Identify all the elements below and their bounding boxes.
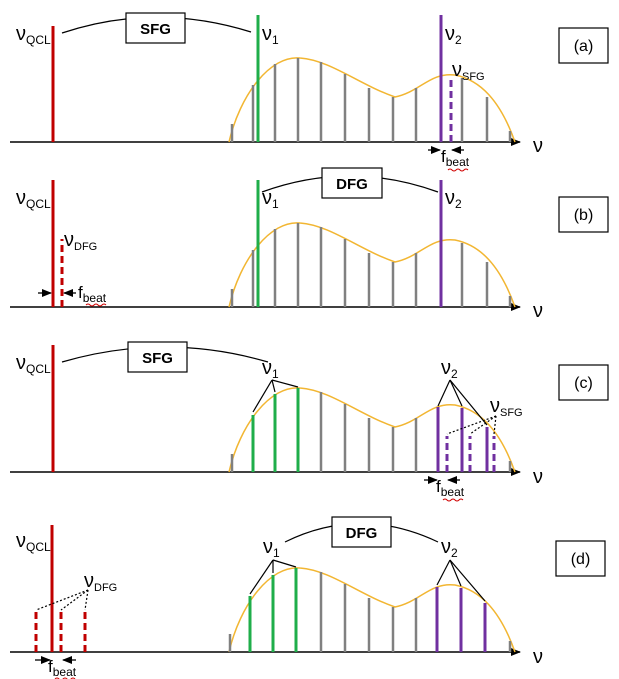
nu2-lines <box>436 407 489 472</box>
process-box <box>125 12 186 44</box>
panel-d: ν νQCL νDFG <box>10 516 606 679</box>
process-label: DFG <box>336 176 368 193</box>
gain-envelope <box>228 567 516 653</box>
panel-tag: (a) <box>574 38 594 55</box>
gain-envelope <box>228 387 516 473</box>
axis-label: ν <box>533 466 543 488</box>
nu-sfg-label: νSFG <box>452 59 485 83</box>
f-beat-label: fbeat <box>78 283 107 305</box>
nu-dfg-label: νDFG <box>84 570 117 594</box>
process-label: SFG <box>140 21 171 38</box>
panel-c: ν νQCL ν1 <box>10 341 609 502</box>
process-box <box>127 341 188 373</box>
panel-tag: (b) <box>574 207 594 224</box>
qcl-label: νQCL <box>16 530 51 554</box>
comb-lines <box>230 58 512 142</box>
nu2-label: ν2 <box>441 536 458 560</box>
nu1-label: ν1 <box>263 536 280 560</box>
nu-sfg-label: νSFG <box>490 395 523 419</box>
qcl-label: νQCL <box>16 23 51 47</box>
nu-dfg-label: νDFG <box>64 229 97 253</box>
nu2-label: ν2 <box>445 23 462 47</box>
f-beat-label: fbeat <box>441 147 470 169</box>
nu2-connectors <box>436 559 486 602</box>
spellcheck-underline <box>442 498 464 502</box>
spellcheck-underline <box>85 303 107 307</box>
panel-tag-box <box>558 364 609 401</box>
panel-tag: (d) <box>571 551 591 568</box>
panel-b: ν νQCL νDFG ν1 ν2 DFG (b) <box>10 167 609 322</box>
dfg-connectors <box>35 589 89 611</box>
dfg-product-lines <box>34 612 87 652</box>
nu2-label: ν2 <box>445 187 462 211</box>
panel-tag: (c) <box>574 375 593 392</box>
process-label: SFG <box>142 350 173 367</box>
comb-lines <box>230 392 512 472</box>
qcl-label: νQCL <box>16 352 51 376</box>
panel-a: ν νQCL ν1 ν2 νSFG <box>10 12 609 172</box>
nu1-label: ν1 <box>262 187 279 211</box>
nu2-label: ν2 <box>441 357 458 381</box>
f-beat-label: fbeat <box>436 477 465 499</box>
panel-tag-box <box>555 540 606 577</box>
axis-label: ν <box>533 300 543 322</box>
nu1-connectors <box>249 559 297 595</box>
nu1-lines <box>251 388 300 472</box>
nu1-label: ν1 <box>262 357 279 381</box>
nu1-lines <box>248 568 298 652</box>
process-box <box>331 516 392 548</box>
f-beat-label: fbeat <box>48 657 77 679</box>
axis-label: ν <box>533 135 543 157</box>
panel-tag-box <box>558 27 609 64</box>
nu2-lines <box>435 587 487 652</box>
axis-label: ν <box>533 646 543 668</box>
gain-envelope <box>228 222 516 308</box>
nu1-label: ν1 <box>262 23 279 47</box>
comb-lines <box>230 223 512 307</box>
spellcheck-underline <box>447 168 469 172</box>
gain-envelope <box>228 57 516 143</box>
nu2-connectors <box>437 379 488 426</box>
sfg-connectors <box>446 415 497 435</box>
comb-lines <box>228 572 512 652</box>
nu1-connectors <box>252 379 299 413</box>
qcl-label: νQCL <box>16 187 51 211</box>
sfg-product-lines <box>445 436 496 472</box>
panel-tag-box <box>558 196 609 233</box>
process-label: DFG <box>346 525 378 542</box>
process-box <box>321 167 383 199</box>
